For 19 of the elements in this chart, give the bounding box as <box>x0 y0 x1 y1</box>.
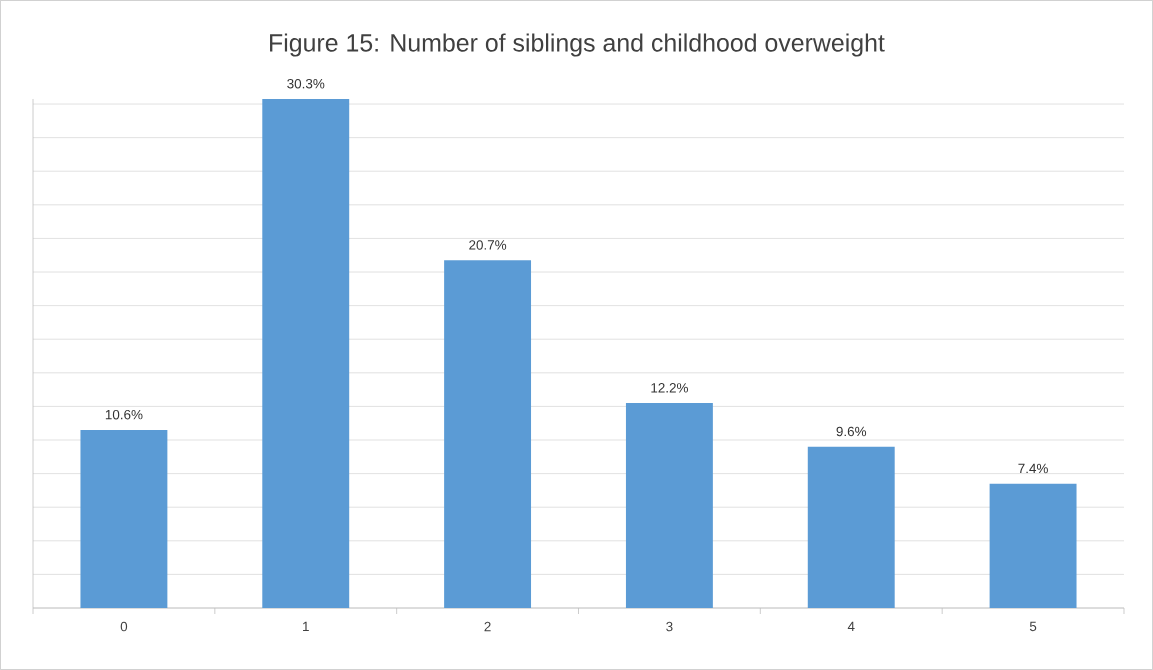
bar <box>625 403 713 608</box>
x-tick-label: 1 <box>303 621 309 632</box>
x-tick-label: 2 <box>484 621 491 632</box>
data-label: 10.6% <box>105 409 143 420</box>
bar <box>444 260 532 608</box>
data-label: 9.6% <box>836 426 867 437</box>
bar <box>807 446 895 608</box>
x-tick-label: 5 <box>1029 621 1037 632</box>
x-tick-label: 3 <box>666 621 673 632</box>
data-label: 30.3% <box>287 78 325 89</box>
bar <box>989 483 1077 608</box>
bar <box>262 98 350 608</box>
data-label: 20.7% <box>469 240 507 250</box>
chart-title: Figure 15: Number of siblings and childhood overweight <box>270 33 885 57</box>
x-tick-label: 4 <box>847 621 855 632</box>
bar <box>80 429 168 608</box>
x-tick-label: 0 <box>120 621 128 632</box>
data-label: 12.2% <box>651 383 688 393</box>
data-label: 7.4% <box>1018 463 1048 474</box>
